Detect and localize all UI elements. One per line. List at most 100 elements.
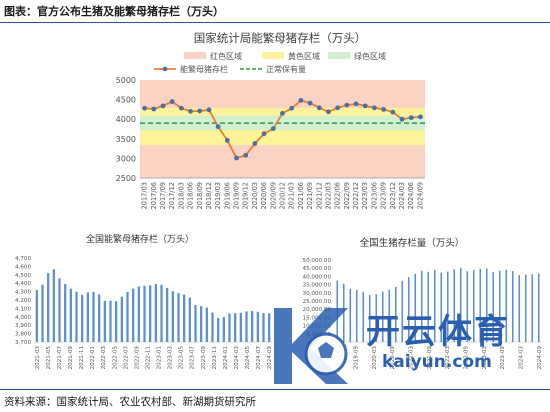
data-point [252,141,258,146]
bar [407,277,410,342]
bar [368,295,371,342]
bar [75,291,78,342]
bar [188,297,191,342]
y-tick-label: 4,000 [15,315,31,321]
data-point [335,105,341,111]
data-point [408,115,414,121]
x-tick-label: 2022/06 [334,182,342,209]
bar [239,312,242,342]
bar [154,284,157,342]
data-point [270,126,276,132]
bar [355,289,358,342]
data-point [243,152,249,158]
figure-title: 图表：官方公布生猪及能繁母猪存栏（万头） [4,5,224,18]
x-tick-label: 2019/12 [242,182,250,209]
bar [160,284,163,342]
x-tick-label: 2021-03 [409,346,415,370]
y-tick-label: 3,700 [15,340,31,346]
bar [177,292,180,342]
chart-title: 国家统计局能繁母猪存栏（万头） [194,31,367,45]
y-tick-label: 45,000.00 [303,266,332,272]
y-tick-label: 4,100 [15,306,31,312]
x-tick-label: 2024-09 [537,346,543,370]
figure-footer: 资料来源：国家统计局、农业农村部、新湖期货研究所 [0,389,550,412]
x-tick-label: 2021-05 [46,346,52,370]
data-point [381,107,387,112]
legend-label-green: 绿色区域 [354,51,386,61]
x-tick-label: 2024-03 [518,346,524,370]
bar [485,268,488,342]
data-point [234,155,239,161]
y-tick-label: 30,000.00 [303,291,332,297]
data-point [280,110,285,116]
data-point [353,101,359,107]
bar [171,291,174,342]
y-tick-label: 4000 [116,115,136,124]
y-tick-label: 20,000.00 [303,307,332,313]
bar [217,317,220,342]
y-tick-label: 25,000.00 [303,299,332,305]
x-tick-label: 2019/06 [223,182,231,209]
x-tick-label: 2023/03 [361,182,369,209]
legend-swatch-red [184,52,206,59]
bar [472,269,475,342]
data-point [160,103,166,109]
x-tick-label: 2024/06 [407,182,415,209]
legend-swatch-yellow [262,52,284,59]
sow-inventory-bar-chart: 全国能繁母猪存栏（万头） 3,700 3,800 3,900 4,000 4,100 4,… [15,233,273,370]
bar [388,289,391,342]
y-tick-label: 4,600 [15,264,31,270]
bar [342,283,345,342]
y-tick-label: 4,500 [15,273,31,279]
bar [427,271,430,342]
bar [492,272,495,342]
y-tick-label: 3,800 [15,332,31,338]
watermark-brand-en: kaiyun.com [382,352,492,372]
legend-marker-sow [162,66,168,72]
x-tick-label: 2022-03 [101,346,107,370]
source-note: 资料来源：国家统计局、农业农村部、新湖期货研究所 [4,396,256,408]
x-tick-label: 2024/03 [398,182,406,209]
bar [251,310,254,342]
data-point [197,108,203,114]
bar [222,317,225,342]
x-tick-label: 2017/06 [150,182,158,209]
bar [381,291,384,342]
bar [92,291,95,342]
watermark-brand-cn: 开云体育 [366,312,510,352]
data-point [151,106,157,112]
bar [466,271,469,342]
bar [394,286,397,342]
bar [349,288,352,342]
band-2 [140,115,425,131]
x-tick-label: 2024-03 [234,346,240,370]
x-tick-label: 2022-11 [145,346,151,370]
bar [524,274,527,342]
y-tick-label: 3,900 [15,323,31,329]
bar [47,273,50,342]
legend-label-yellow: 黄色区域 [288,51,320,61]
x-tick-label: 2022-07 [123,346,129,370]
bar [103,300,106,342]
data-point [215,124,221,130]
y-tick-label: 2500 [116,174,136,183]
x-tick-label: 2021-07 [57,346,63,370]
legend: 红色区域 黄色区域 绿色区域 能繁母猪存栏 正常保有量 [154,51,386,74]
bar [35,290,38,342]
data-point [316,105,322,111]
x-tick-label: 2017/03 [141,182,149,209]
bar [245,311,248,342]
x-tick-label: 2019/09 [233,182,241,209]
x-tick-label: 2018/09 [196,182,204,209]
bar [149,285,152,342]
bar [115,301,118,342]
sow-inventory-line-chart: 国家统计局能繁母猪存栏（万头） 红色区域 黄色区域 绿色区域 能繁母猪存栏 正常… [116,31,425,209]
data-point [390,109,396,115]
x-tick-label: 2024-05 [245,346,251,370]
x-tick-label: 2018/12 [205,182,213,209]
bar [183,294,186,342]
bar [52,269,55,342]
data-point [399,116,405,122]
bar [166,287,169,342]
